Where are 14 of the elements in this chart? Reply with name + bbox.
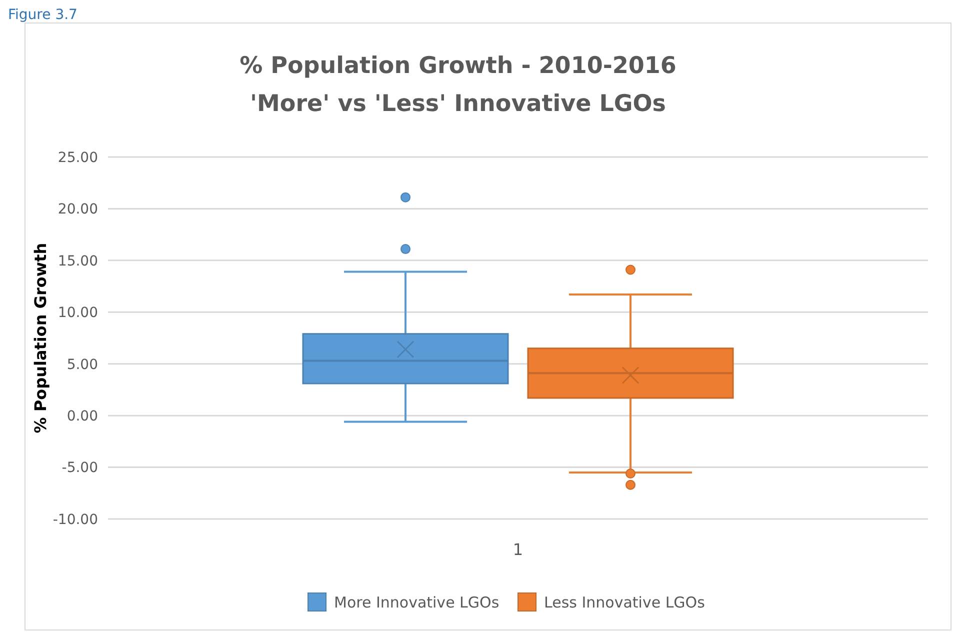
y-tick-label: 10.00	[58, 305, 98, 322]
caption: Figure 3.7	[8, 7, 78, 23]
y-axis-title: % Population Growth	[31, 242, 50, 434]
x-tick-label: 1	[512, 540, 524, 559]
y-tick-label: 5.00	[66, 356, 98, 373]
y-tick-label: 25.00	[58, 150, 98, 166]
chart-title: % Population Growth - 2010-2016 'More' vs 'Less' Innovative LGOs	[240, 53, 676, 117]
y-tick-label: -10.00	[52, 512, 98, 528]
legend-label: More Innovative LGOs	[334, 593, 500, 612]
y-tick-label: 20.00	[58, 202, 98, 218]
legend-label: Less Innovative LGOs	[544, 593, 706, 612]
y-tick-label: -5.00	[62, 460, 98, 476]
y-tick-label: 0.00	[66, 408, 98, 424]
y-tick-label: 15.00	[58, 253, 98, 270]
